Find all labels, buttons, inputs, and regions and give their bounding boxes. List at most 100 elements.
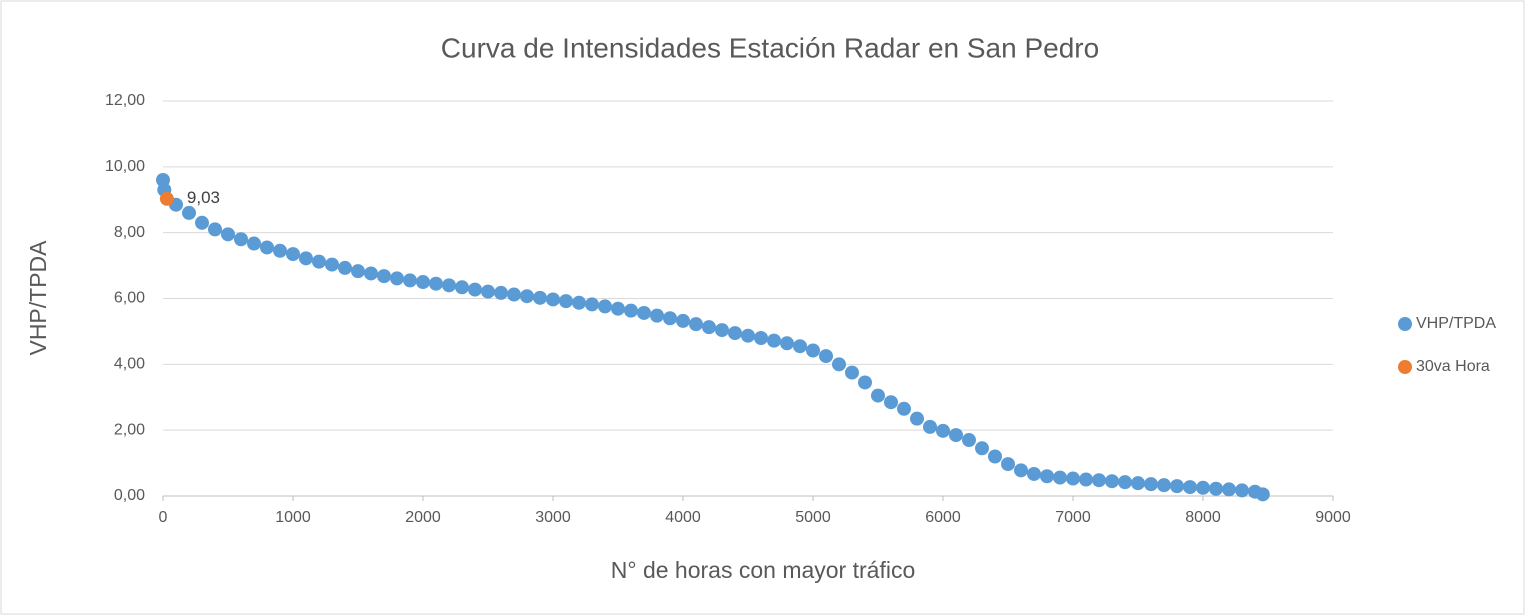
- x-tick-label: 4000: [665, 509, 701, 526]
- point: [871, 388, 885, 403]
- point: [1170, 479, 1184, 494]
- point: [286, 247, 300, 262]
- point: [416, 275, 430, 290]
- point: [364, 266, 378, 281]
- point: [832, 357, 846, 372]
- point: [689, 317, 703, 332]
- point: [663, 311, 677, 326]
- legend-marker: [1398, 360, 1412, 374]
- point: [715, 323, 729, 338]
- x-tick-label: 5000: [795, 509, 831, 526]
- point: [403, 273, 417, 288]
- x-tick-label: 8000: [1185, 509, 1221, 526]
- point: [1209, 481, 1223, 496]
- point: [481, 284, 495, 299]
- point: [1053, 470, 1067, 485]
- point: [520, 289, 534, 304]
- point: [247, 236, 261, 251]
- y-tick-label: 12,00: [105, 92, 145, 109]
- point: [221, 227, 235, 242]
- point: [208, 222, 222, 237]
- x-tick-label: 0: [159, 509, 168, 526]
- point: [1131, 476, 1145, 491]
- point: [559, 294, 573, 309]
- point: [676, 313, 690, 328]
- x-tick-label: 6000: [925, 509, 961, 526]
- point: [702, 320, 716, 335]
- point: [1222, 482, 1236, 497]
- point: [533, 290, 547, 305]
- point: [624, 303, 638, 318]
- y-tick-label: 10,00: [105, 158, 145, 175]
- point: [1196, 480, 1210, 495]
- point: [546, 292, 560, 307]
- point: [780, 336, 794, 351]
- point: [1118, 475, 1132, 490]
- point: [325, 257, 339, 272]
- legend-label: VHP/TPDA: [1416, 315, 1496, 332]
- point: [923, 419, 937, 434]
- y-tick-label: 8,00: [114, 224, 145, 241]
- point: [936, 423, 950, 438]
- point: [159, 191, 174, 206]
- point: [793, 339, 807, 354]
- point: [1235, 483, 1249, 498]
- chart-title: Curva de Intensidades Estación Radar en …: [441, 32, 1099, 63]
- point: [494, 285, 508, 300]
- point: [767, 333, 781, 348]
- point: [988, 449, 1002, 464]
- point: [1027, 466, 1041, 481]
- point: [1014, 463, 1028, 478]
- point: [884, 395, 898, 410]
- x-axis-title: N° de horas con mayor tráfico: [611, 557, 916, 583]
- point: [962, 433, 976, 448]
- point: [390, 271, 404, 286]
- x-tick-label: 9000: [1315, 509, 1351, 526]
- point: [234, 232, 248, 247]
- point: [611, 301, 625, 316]
- point: [1079, 472, 1093, 487]
- point: [897, 401, 911, 416]
- point: [507, 287, 521, 302]
- y-tick-label: 0,00: [114, 487, 145, 504]
- point: [1105, 474, 1119, 489]
- point: [273, 243, 287, 258]
- point: [858, 375, 872, 390]
- point: [260, 240, 274, 255]
- point: [455, 280, 469, 295]
- point: [1066, 471, 1080, 486]
- point: [1183, 480, 1197, 495]
- point: [1144, 477, 1158, 492]
- point: [442, 278, 456, 293]
- point: [845, 365, 859, 380]
- point: [377, 269, 391, 284]
- data-label: 9,03: [187, 188, 220, 207]
- point: [754, 331, 768, 345]
- point: [975, 441, 989, 456]
- point: [1001, 457, 1015, 472]
- y-tick-label: 2,00: [114, 421, 145, 438]
- point: [910, 411, 924, 426]
- x-tick-label: 1000: [275, 509, 311, 526]
- point: [949, 428, 963, 443]
- point: [650, 308, 664, 323]
- y-tick-label: 4,00: [114, 356, 145, 373]
- point: [1040, 469, 1054, 484]
- legend-marker: [1398, 317, 1412, 331]
- point: [195, 215, 209, 230]
- point: [598, 299, 612, 314]
- point: [728, 326, 742, 341]
- point: [1255, 487, 1270, 502]
- point: [572, 295, 586, 310]
- point: [1092, 473, 1106, 488]
- point: [1157, 478, 1171, 493]
- x-tick-label: 3000: [535, 509, 571, 526]
- point: [585, 297, 599, 312]
- legend-label: 30va Hora: [1416, 358, 1490, 375]
- point: [468, 282, 482, 297]
- point: [338, 260, 352, 275]
- point: [182, 205, 196, 220]
- y-axis-title: VHP/TPDA: [25, 240, 51, 356]
